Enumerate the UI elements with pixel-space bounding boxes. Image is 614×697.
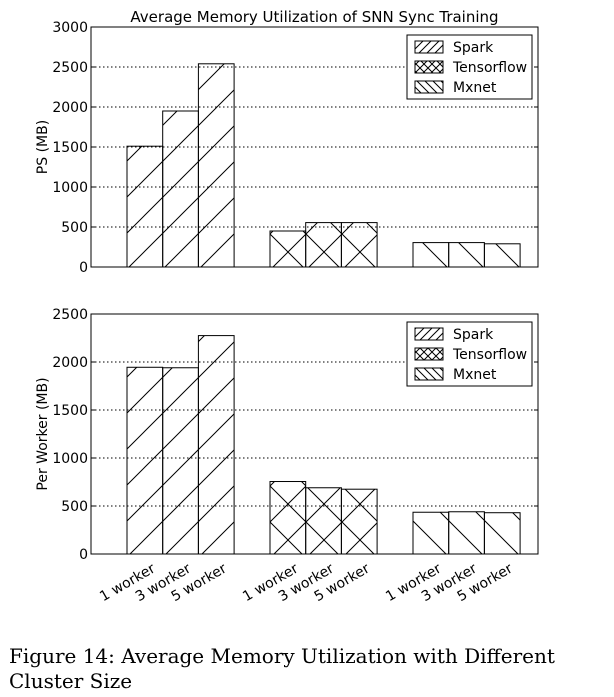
- y-tick-label: 2500: [52, 60, 88, 76]
- legend-label-tensorflow: Tensorflow: [452, 347, 527, 363]
- bar-tensorflow-3: [340, 222, 378, 268]
- y-tick-label: 2000: [52, 355, 88, 371]
- bar-spark-1: [126, 366, 164, 555]
- bar-mxnet-1: [412, 511, 450, 555]
- bar-mxnet-1: [412, 242, 450, 268]
- plot-frame: [90, 313, 539, 555]
- y-tick-label: 1000: [52, 180, 88, 196]
- y-axis-label: PS (MB): [35, 120, 51, 174]
- y-tick-label: 1000: [52, 451, 88, 467]
- y-tick-label: 0: [79, 547, 88, 563]
- legend-label-tensorflow: Tensorflow: [452, 60, 527, 76]
- bar-mxnet-3: [483, 243, 521, 268]
- figure-caption: Figure 14: Average Memory Utilization wi…: [9, 644, 555, 693]
- bar-mxnet-3: [483, 512, 521, 555]
- legend-swatch-mxnet: [414, 80, 444, 94]
- bar-tensorflow-2: [305, 487, 342, 555]
- chart-panel-2: 0 500 1000 1500 2000 2500 Per Worker (MB) Spark…: [35, 307, 539, 605]
- legend-label-spark: Spark: [453, 327, 494, 343]
- bar-tensorflow-2: [305, 222, 342, 268]
- bar-mxnet-2: [448, 511, 485, 555]
- bar-mxnet-2: [448, 242, 485, 268]
- y-tick-label: 2000: [52, 100, 88, 116]
- legend-swatch-mxnet: [414, 367, 444, 381]
- bar-spark-2: [162, 110, 199, 268]
- legend-label-mxnet: Mxnet: [453, 367, 497, 383]
- legend-swatch-spark: [414, 327, 444, 341]
- y-tick-label: 1500: [52, 403, 88, 419]
- legend-swatch-tensorflow: [414, 347, 444, 361]
- y-tick-label: 1500: [52, 140, 88, 156]
- chart-figure: 0 500 1000 1500 2000 2500 3000 PS (MB) Average M…: [35, 8, 539, 605]
- y-tick-label: 0: [79, 260, 88, 276]
- y-tick-label: 2500: [52, 307, 88, 323]
- bar-tensorflow-3: [340, 488, 378, 555]
- chart-panel-1: 0 500 1000 1500 2000 2500 3000 PS (MB) Average M…: [35, 8, 539, 276]
- legend-label-spark: Spark: [453, 40, 494, 56]
- bar-spark-2: [162, 367, 199, 555]
- bar-tensorflow-1: [269, 481, 307, 555]
- y-axis-label: Per Worker (MB): [35, 377, 51, 490]
- bar-spark-1: [126, 145, 164, 268]
- bar-tensorflow-1: [269, 230, 307, 268]
- legend-swatch-spark: [414, 40, 444, 54]
- legend-label-mxnet: Mxnet: [453, 80, 497, 96]
- y-tick-label: 3000: [52, 20, 88, 36]
- y-tick-label: 500: [61, 220, 88, 236]
- bar-spark-3: [197, 335, 235, 555]
- legend-swatch-tensorflow: [414, 60, 444, 74]
- y-tick-label: 500: [61, 499, 88, 515]
- chart-title: Average Memory Utilization of SNN Sync T…: [130, 8, 498, 26]
- bar-spark-3: [197, 63, 235, 268]
